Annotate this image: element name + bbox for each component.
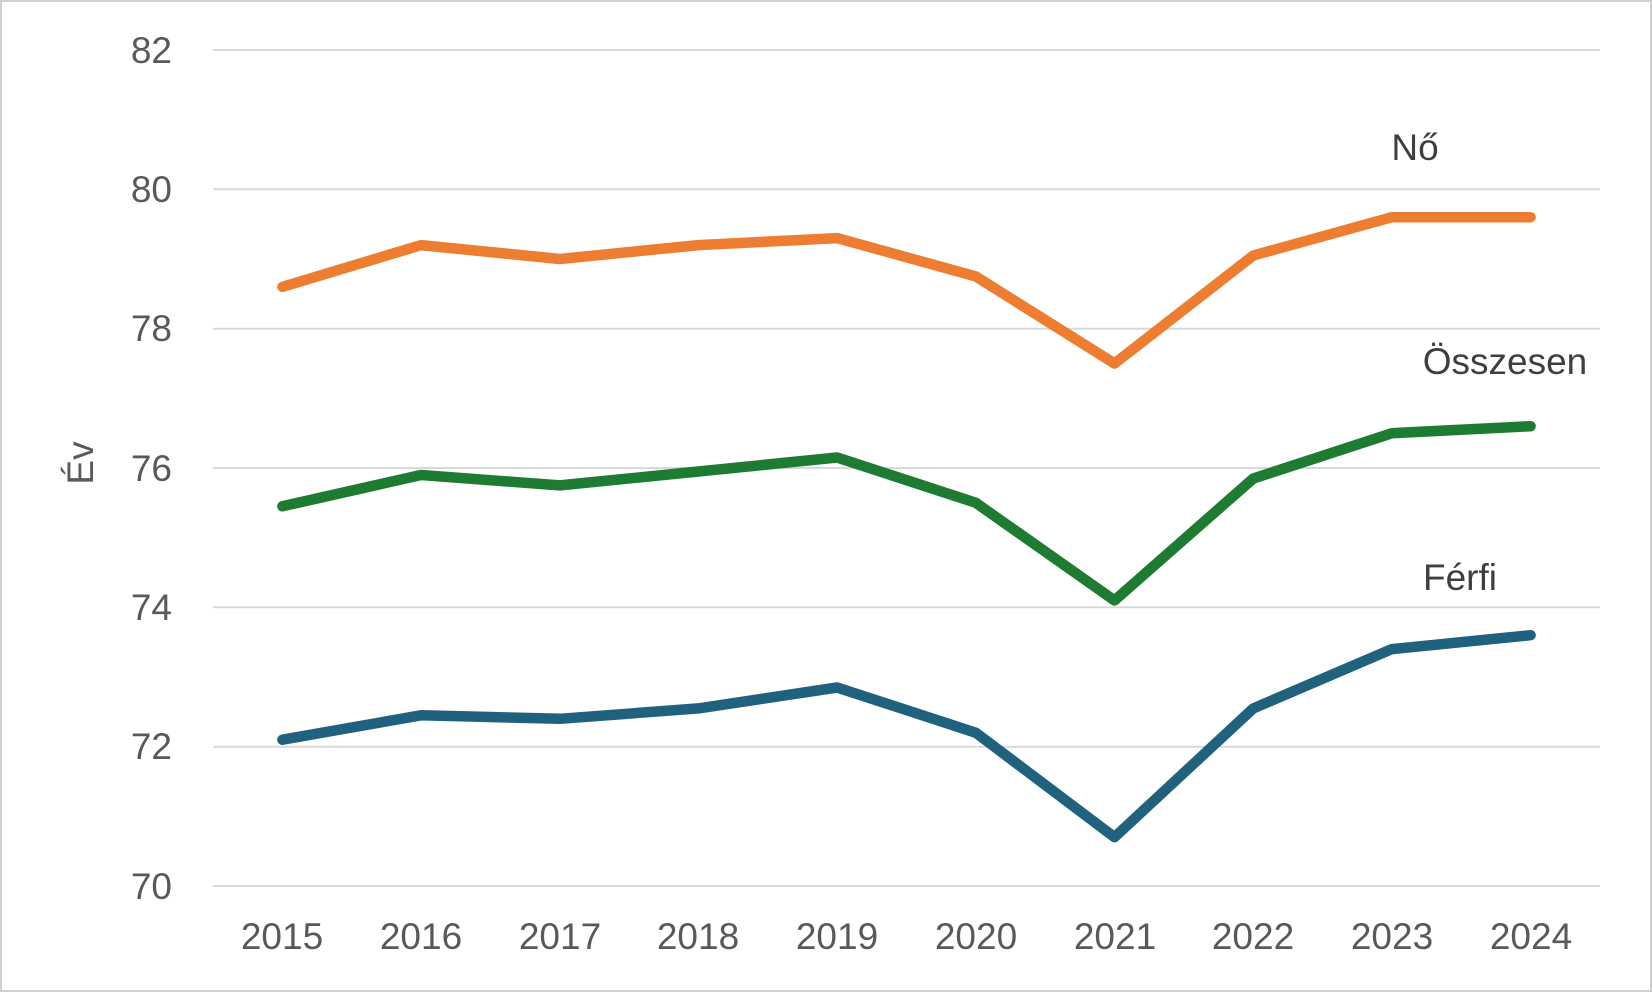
- x-axis-tick-label: 2022: [1211, 916, 1295, 957]
- x-axis-tick-label: 2021: [1073, 916, 1157, 957]
- x-axis-tick-label: 2017: [518, 916, 602, 957]
- x-axis-tick-label: 2020: [934, 916, 1018, 957]
- series-line-1: [277, 420, 1536, 606]
- series-label-ferfi: Férfi: [1423, 557, 1497, 598]
- y-axis-tick-label: 78: [130, 308, 172, 349]
- x-axis-tick-label: 2016: [379, 916, 463, 957]
- x-axis-tick-label: 2018: [656, 916, 740, 957]
- y-axis-tick-label: 70: [130, 866, 172, 907]
- y-axis-tick-label: 72: [130, 726, 172, 767]
- x-axis-tick-label: 2019: [795, 916, 879, 957]
- x-axis-tick-label: 2023: [1350, 916, 1434, 957]
- x-axis-tick-label: 2024: [1489, 916, 1573, 957]
- x-axis-tick-label: 2015: [240, 916, 324, 957]
- y-axis-tick-label: 76: [130, 448, 172, 489]
- series-line-0: [277, 211, 1536, 369]
- series-line-2: [277, 629, 1536, 843]
- series-label-osszesen: Összesen: [1422, 341, 1588, 382]
- series-label-no: Nő: [1391, 127, 1439, 168]
- y-axis-tick-label: 80: [130, 169, 172, 210]
- y-axis-tick-label: 74: [130, 587, 172, 628]
- y-axis-tick-label: 82: [130, 30, 172, 71]
